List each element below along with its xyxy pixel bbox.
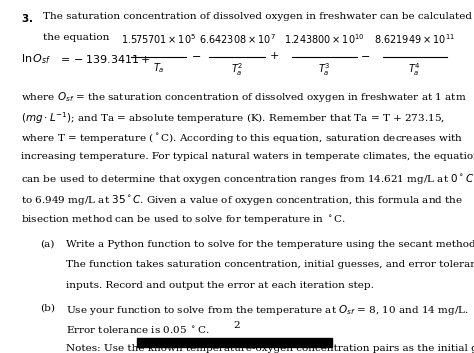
Text: where $O_{sf}$ = the saturation concentration of dissolved oxygen in freshwater : where $O_{sf}$ = the saturation concentr… [21, 90, 467, 104]
Text: $\mathbf{3.}$: $\mathbf{3.}$ [21, 12, 34, 24]
Text: (a): (a) [40, 240, 55, 249]
Text: to 6.949 mg/L at $35^\circ C$. Given a value of oxygen concentration, this formu: to 6.949 mg/L at $35^\circ C$. Given a v… [21, 192, 464, 207]
Text: The function takes saturation concentration, initial guesses, and error toleranc: The function takes saturation concentrat… [66, 260, 474, 269]
Text: $\ln O_{sf}$: $\ln O_{sf}$ [21, 53, 52, 66]
Text: inputs. Record and output the error at each iteration step.: inputs. Record and output the error at e… [66, 281, 374, 289]
Text: 2: 2 [234, 321, 240, 330]
Text: Notes: Use the known temperature-oxygen concentration pairs as the initial guess: Notes: Use the known temperature-oxygen … [66, 344, 474, 353]
Text: $1.575701 \times 10^5$: $1.575701 \times 10^5$ [121, 32, 196, 46]
Text: bisection method can be used to solve for temperature in $^\circ$C.: bisection method can be used to solve fo… [21, 213, 346, 227]
Text: The saturation concentration of dissolved oxygen in freshwater can be calculated: The saturation concentration of dissolve… [43, 12, 474, 21]
Text: Error tolerance is 0.05 $^\circ$C.: Error tolerance is 0.05 $^\circ$C. [66, 324, 210, 336]
Text: $6.642308 \times 10^7$: $6.642308 \times 10^7$ [199, 32, 275, 46]
Text: $T_a^4$: $T_a^4$ [409, 61, 421, 78]
Text: $T_a$: $T_a$ [153, 61, 164, 75]
Text: can be used to determine that oxygen concentration ranges from 14.621 mg/L at $0: can be used to determine that oxygen con… [21, 172, 474, 186]
Text: $(mg \cdot L^{-1})$; and Ta = absolute temperature (K). Remember that Ta = T + 2: $(mg \cdot L^{-1})$; and Ta = absolute t… [21, 110, 445, 126]
Text: Write a Python function to solve for the temperature using the secant method.: Write a Python function to solve for the… [66, 240, 474, 249]
Text: $+$: $+$ [269, 50, 279, 61]
Text: increasing temperature. For typical natural waters in temperate climates, the eq: increasing temperature. For typical natu… [21, 151, 474, 161]
Text: where T = temperature ($^\circ$C). According to this equation, saturation decrea: where T = temperature ($^\circ$C). Accor… [21, 131, 464, 145]
Text: the equation: the equation [43, 33, 109, 42]
Text: $-$: $-$ [360, 50, 370, 60]
Text: $8.621949 \times 10^{11}$: $8.621949 \times 10^{11}$ [374, 32, 455, 46]
Text: $-$: $-$ [191, 50, 201, 60]
Text: $T_a^3$: $T_a^3$ [319, 61, 331, 78]
Text: $T_a^2$: $T_a^2$ [231, 61, 243, 78]
Text: $= -139.3411+$: $= -139.3411+$ [58, 53, 151, 65]
Text: (b): (b) [40, 303, 55, 312]
Text: Use your function to solve from the temperature at $O_{sf}$ = 8, 10 and 14 mg/L.: Use your function to solve from the temp… [66, 303, 469, 317]
Bar [137, 338, 332, 347]
Text: $1.243800 \times 10^{10}$: $1.243800 \times 10^{10}$ [284, 32, 365, 46]
